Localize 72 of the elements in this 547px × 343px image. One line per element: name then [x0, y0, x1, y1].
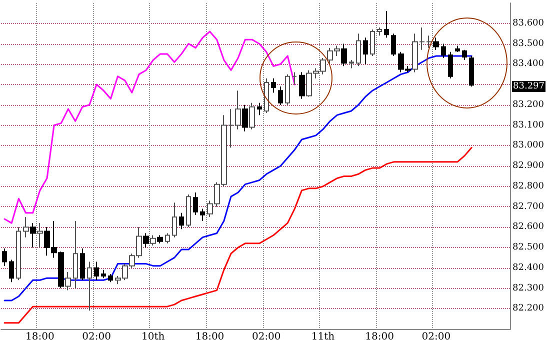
candlestick [341, 43, 347, 67]
candlestick [30, 222, 36, 248]
candlestick [426, 35, 432, 48]
candlestick [363, 37, 368, 65]
candlestick [2, 248, 7, 266]
candlestick [462, 49, 467, 61]
candlestick [193, 192, 198, 216]
candlestick [37, 222, 43, 248]
candlestick [200, 208, 205, 222]
text: 83.297 [513, 82, 545, 92]
candlestick [150, 234, 156, 246]
candlestick [292, 72, 297, 85]
candlestick [172, 202, 177, 238]
x-tick-label: 10th [142, 332, 166, 342]
x-tick-label: 11th [311, 332, 336, 342]
candlestick [285, 74, 290, 106]
candlestick [157, 234, 163, 244]
candlestick [257, 102, 262, 116]
y-tick-label: 82.300 [512, 283, 544, 294]
x-tick-label: 02:00 [82, 332, 111, 342]
y-tick-label: 82.500 [512, 242, 544, 252]
y-tick-label: 83.500 [512, 38, 544, 49]
candlestick [16, 226, 21, 281]
candlestick [179, 212, 184, 230]
candlestick [249, 102, 255, 130]
y-tick-label: 82.800 [512, 181, 544, 192]
line-series [4, 30, 296, 224]
y-tick-label: 82.400 [512, 262, 544, 273]
y-tick-label: 83.600 [512, 18, 544, 28]
candlestick [242, 104, 248, 132]
y-tick-label: 82.200 [512, 304, 544, 314]
candlestick [370, 28, 375, 56]
candlestick [384, 10, 389, 38]
candlestick [433, 37, 439, 50]
candlestick [278, 86, 283, 106]
y-tick-label: 82.600 [512, 222, 544, 232]
candlestick [80, 248, 85, 281]
candlestick [143, 232, 149, 248]
x-tick-label: 02:00 [252, 332, 281, 342]
candlestick [65, 271, 71, 291]
x-tick-label: 18:00 [365, 332, 394, 342]
candlestick [94, 261, 99, 281]
candlestick [271, 78, 276, 94]
candlestick [165, 232, 170, 244]
y-tick-label: 82.700 [512, 202, 544, 212]
candlestick [101, 269, 106, 279]
candlestick [391, 33, 396, 56]
y-tick-label: 83.400 [512, 59, 544, 70]
y-tick-label: 83.100 [512, 120, 544, 130]
candlestick [73, 220, 78, 289]
candlestick [87, 261, 92, 312]
x-tick-label: 18:00 [195, 332, 224, 342]
candlestick [9, 259, 14, 283]
candlestick [455, 45, 460, 52]
y-tick-label: 83.000 [512, 140, 544, 151]
candlestick [349, 60, 354, 69]
line-series [4, 146, 472, 324]
candlestick [186, 194, 191, 228]
x-tick-label: 02:00 [422, 332, 451, 342]
candlestick [441, 43, 446, 59]
candlestick [264, 78, 269, 114]
x-tick-label: 18:00 [26, 332, 54, 342]
candlestick [448, 51, 453, 79]
line-series [4, 55, 472, 302]
candlestick [23, 216, 29, 238]
candlestick [299, 72, 305, 100]
y-tick-label: 82.900 [512, 161, 544, 171]
candlestick [356, 33, 361, 67]
candlestick [108, 273, 113, 283]
candlestick [377, 26, 382, 36]
candlestick [469, 55, 474, 88]
y-tick-label: 83.200 [512, 100, 544, 110]
